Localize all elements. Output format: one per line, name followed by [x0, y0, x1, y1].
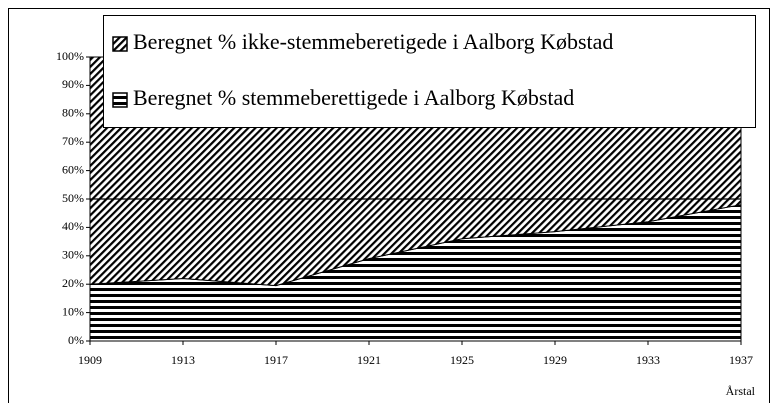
legend-label: Beregnet % stemmeberettigede i Aalborg K… — [133, 85, 574, 110]
x-tick-label: 1925 — [450, 353, 474, 367]
x-tick-label: 1929 — [543, 353, 567, 367]
y-tick-label: 60% — [62, 162, 84, 176]
x-tick-label: 1913 — [171, 353, 195, 367]
y-tick-label: 100% — [56, 49, 84, 63]
legend-swatch — [112, 92, 128, 108]
legend-label: Beregnet % ikke-stemmeberetigede i Aalbo… — [133, 29, 613, 54]
legend-box — [103, 15, 756, 128]
x-tick-label: 1917 — [264, 353, 288, 367]
legend: Beregnet % ikke-stemmeberetigede i Aalbo… — [103, 15, 756, 128]
y-tick-label: 40% — [62, 219, 84, 233]
y-tick-label: 90% — [62, 77, 84, 91]
y-tick-label: 70% — [62, 134, 84, 148]
x-tick-label: 1937 — [729, 353, 753, 367]
y-tick-label: 80% — [62, 106, 84, 120]
y-tick-label: 50% — [62, 191, 84, 205]
x-axis-label: Årstal — [726, 384, 756, 398]
y-tick-label: 20% — [62, 276, 84, 290]
y-tick-label: 10% — [62, 304, 84, 318]
y-tick-label: 0% — [68, 333, 84, 347]
x-tick-label: 1921 — [357, 353, 381, 367]
frame — [8, 8, 770, 403]
legend-swatch — [112, 36, 128, 52]
x-tick-label: 1909 — [78, 353, 102, 367]
x-tick-label: 1933 — [636, 353, 660, 367]
y-tick-label: 30% — [62, 248, 84, 262]
